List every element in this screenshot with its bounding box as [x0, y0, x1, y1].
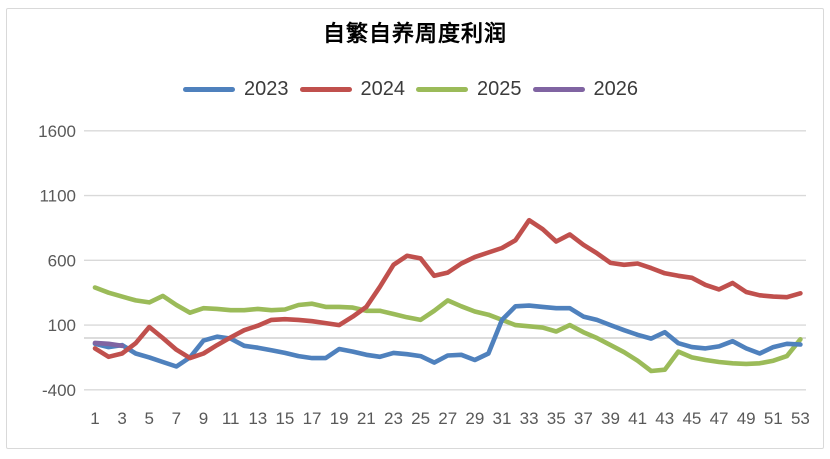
x-tick-label: 5	[145, 409, 154, 428]
x-tick-label: 29	[465, 409, 484, 428]
legend-item-2024: 2024	[299, 78, 415, 101]
x-tick-label: 7	[172, 409, 181, 428]
series-line-2026	[92, 340, 125, 349]
x-tick-label: 11	[222, 409, 240, 428]
x-tick-label: 33	[520, 409, 539, 428]
x-tick-label: 3	[117, 409, 126, 428]
x-tick-label: 19	[330, 409, 349, 428]
legend-swatch-2026	[532, 87, 585, 92]
legend-label-2023: 2023	[244, 78, 289, 100]
x-tick-label: 51	[764, 409, 783, 428]
legend-label-2026: 2026	[593, 78, 639, 100]
y-tick-label: 1600	[38, 122, 76, 141]
legend-label-2024: 2024	[360, 78, 406, 100]
x-tick-label: 39	[601, 409, 620, 428]
x-tick-label: 47	[710, 409, 729, 428]
x-tick-label: 27	[438, 409, 457, 428]
x-tick-label: 21	[357, 409, 376, 428]
legend: 2023 2024 2025 2026	[0, 78, 830, 101]
x-tick-label: 23	[384, 409, 403, 428]
x-tick-label: 41	[628, 409, 647, 428]
legend-label-2025: 2025	[477, 78, 522, 100]
x-tick-label: 25	[411, 409, 430, 428]
x-tick-label: 37	[574, 409, 593, 428]
y-tick-label: 600	[48, 251, 76, 270]
series-line-2024	[92, 217, 803, 361]
y-tick-label: -400	[42, 381, 76, 400]
x-tick-label: 13	[248, 409, 267, 428]
chart-frame	[6, 8, 824, 449]
x-tick-label: 35	[547, 409, 566, 428]
y-tick-label: 1100	[39, 187, 76, 206]
x-tick-label: 15	[275, 409, 294, 428]
x-tick-label: 45	[682, 409, 701, 428]
x-tick-label: 1	[90, 409, 99, 428]
x-tick-label: 49	[737, 409, 756, 428]
x-tick-label: 9	[199, 409, 208, 428]
legend-swatch-2023	[183, 87, 235, 92]
legend-swatch-2024	[299, 87, 352, 92]
series-line-2025	[92, 285, 803, 374]
legend-swatch-2025	[416, 87, 468, 92]
legend-item-2023: 2023	[183, 78, 298, 101]
legend-item-2026: 2026	[532, 78, 648, 101]
y-tick-label: 100	[48, 316, 76, 335]
chart-title: 自繁自养周度利润	[322, 21, 507, 46]
legend-item-2025: 2025	[416, 78, 531, 101]
x-tick-label: 53	[791, 409, 810, 428]
x-tick-label: 17	[303, 409, 322, 428]
x-tick-label: 43	[655, 409, 674, 428]
x-tick-label: 31	[493, 409, 512, 428]
series-line-2023	[92, 303, 803, 369]
